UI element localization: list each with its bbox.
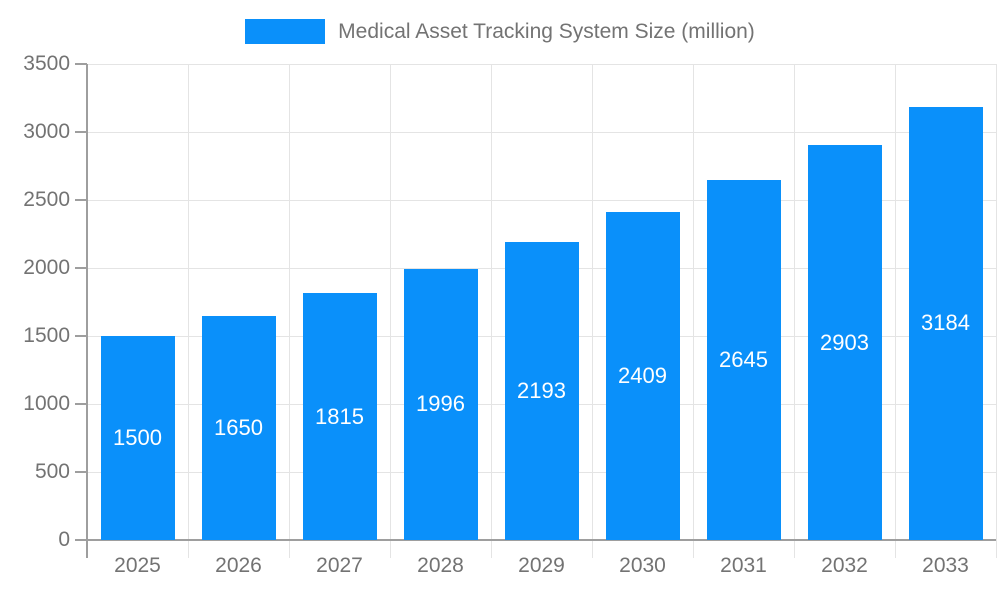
x-axis-tick-label: 2026 bbox=[215, 554, 262, 577]
gridline-vertical bbox=[187, 64, 189, 558]
bar-value-label: 1650 bbox=[214, 414, 263, 440]
bar-value-label: 3184 bbox=[921, 310, 970, 336]
x-axis-tick-label: 2033 bbox=[922, 554, 969, 577]
y-axis-tick bbox=[75, 131, 87, 133]
bar-2033: 3184 bbox=[908, 106, 983, 540]
legend[interactable]: Medical Asset Tracking System Size (mill… bbox=[0, 16, 1000, 46]
x-axis-tick-label: 2031 bbox=[720, 554, 767, 577]
gridline-vertical bbox=[389, 64, 391, 558]
y-axis-tick-label: 0 bbox=[58, 528, 70, 551]
y-axis-tick-label: 1000 bbox=[23, 392, 70, 415]
y-axis-tick-label: 1500 bbox=[23, 324, 70, 347]
bar-value-label: 1996 bbox=[416, 391, 465, 417]
legend-swatch[interactable] bbox=[245, 18, 326, 44]
y-axis-tick-label: 500 bbox=[34, 460, 70, 483]
x-axis-tick-label: 2027 bbox=[316, 554, 363, 577]
y-axis-tick bbox=[75, 267, 87, 269]
gridline-vertical bbox=[591, 64, 593, 558]
y-axis-tick-label: 3500 bbox=[23, 52, 70, 75]
gridline-vertical bbox=[995, 64, 997, 558]
bar-value-label: 1815 bbox=[315, 403, 364, 429]
x-axis-tick-label: 2030 bbox=[619, 554, 666, 577]
y-axis-line bbox=[86, 64, 88, 558]
bar-2027: 1815 bbox=[302, 293, 377, 540]
bar-2028: 1996 bbox=[403, 268, 478, 540]
x-axis-line bbox=[87, 539, 996, 541]
bar-value-label: 2903 bbox=[820, 329, 869, 355]
bar-value-label: 2409 bbox=[618, 363, 667, 389]
bar-value-label: 2645 bbox=[719, 347, 768, 373]
legend-label: Medical Asset Tracking System Size (mill… bbox=[338, 19, 755, 43]
bar-2026: 1650 bbox=[201, 315, 276, 540]
x-axis-tick-label: 2025 bbox=[114, 554, 161, 577]
bar-2030: 2409 bbox=[605, 212, 680, 540]
bar-2029: 2193 bbox=[504, 241, 579, 540]
gridline-horizontal bbox=[87, 63, 996, 65]
y-axis-tick-label: 2500 bbox=[23, 188, 70, 211]
y-axis-tick bbox=[75, 403, 87, 405]
gridline-vertical bbox=[692, 64, 694, 558]
y-axis-tick bbox=[75, 471, 87, 473]
gridline-vertical bbox=[288, 64, 290, 558]
bar-2032: 2903 bbox=[807, 145, 882, 540]
y-axis-tick bbox=[75, 63, 87, 65]
bar-2025: 1500 bbox=[100, 336, 175, 540]
y-axis-tick bbox=[75, 199, 87, 201]
gridline-horizontal bbox=[87, 199, 996, 201]
gridline-horizontal bbox=[87, 131, 996, 133]
bar-value-label: 2193 bbox=[517, 377, 566, 403]
bar-value-label: 1500 bbox=[113, 425, 162, 450]
y-axis-tick-label: 3000 bbox=[23, 120, 70, 143]
gridline-vertical bbox=[894, 64, 896, 558]
bar-2031: 2645 bbox=[706, 180, 781, 540]
y-axis-tick-label: 2000 bbox=[23, 256, 70, 279]
x-axis-tick-label: 2032 bbox=[821, 554, 868, 577]
x-axis-tick-label: 2028 bbox=[417, 554, 464, 577]
y-axis-tick bbox=[75, 539, 87, 541]
gridline-vertical bbox=[793, 64, 795, 558]
y-axis-tick bbox=[75, 335, 87, 337]
x-axis-tick-label: 2029 bbox=[518, 554, 565, 577]
gridline-vertical bbox=[490, 64, 492, 558]
